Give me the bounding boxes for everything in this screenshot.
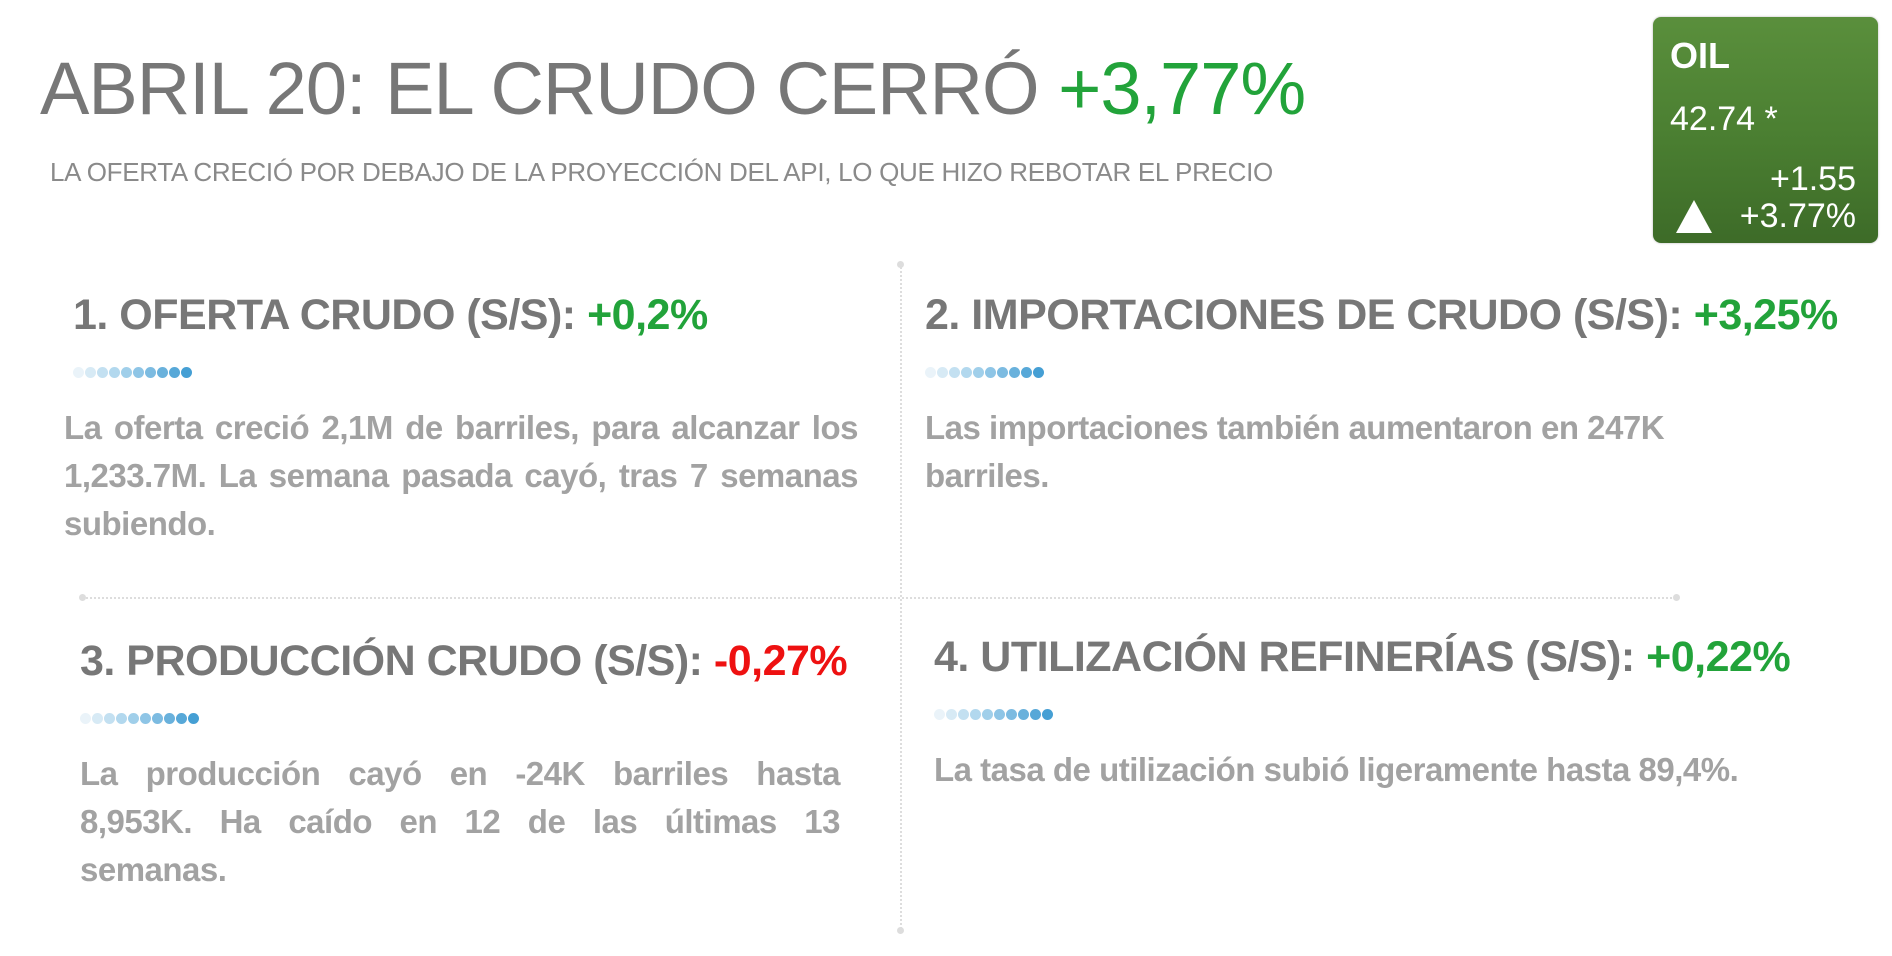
triangle-up-icon <box>1676 200 1712 233</box>
dot <box>934 709 945 720</box>
dot <box>1033 367 1044 378</box>
section-heading: 2. IMPORTACIONES DE CRUDO (S/S): +3,25% <box>925 291 1838 339</box>
dot <box>982 709 993 720</box>
divider-end-dot <box>1673 594 1680 601</box>
page-subtitle: LA OFERTA CRECIÓ POR DEBAJO DE LA PROYEC… <box>50 157 1273 187</box>
dot <box>176 713 187 724</box>
divider-end-dot <box>897 927 904 934</box>
section-heading: 4. UTILIZACIÓN REFINERÍAS (S/S): +0,22% <box>934 633 1791 681</box>
dots-divider <box>934 709 1754 720</box>
section-value: -0,27% <box>713 637 848 685</box>
dot <box>1021 367 1032 378</box>
section-produccion: 3. PRODUCCIÓN CRUDO (S/S): -0,27% La pro… <box>80 637 848 894</box>
dot <box>925 367 936 378</box>
dot <box>1009 367 1020 378</box>
dots-divider <box>80 713 840 724</box>
heading-label: 3. PRODUCCIÓN CRUDO (S/S): <box>80 637 703 685</box>
dot <box>973 367 984 378</box>
dot <box>121 367 132 378</box>
section-heading: 3. PRODUCCIÓN CRUDO (S/S): -0,27% <box>80 637 848 685</box>
dot <box>994 709 1005 720</box>
dot <box>946 709 957 720</box>
section-body: Las importaciones también aumentaron en … <box>925 409 1665 494</box>
heading-label: 4. UTILIZACIÓN REFINERÍAS (S/S): <box>934 633 1635 681</box>
dot <box>97 367 108 378</box>
section-utilizacion: 4. UTILIZACIÓN REFINERÍAS (S/S): +0,22% … <box>934 633 1791 794</box>
title-text: ABRIL 20: EL CRUDO CERRÓ <box>40 47 1040 130</box>
ticker-symbol: OIL <box>1670 35 1730 76</box>
dot <box>937 367 948 378</box>
divider-end-dot <box>897 261 904 268</box>
section-heading: 1. OFERTA CRUDO (S/S): +0,2% <box>73 294 858 337</box>
dot <box>181 367 192 378</box>
divider-end-dot <box>79 594 86 601</box>
dots-divider <box>925 367 1765 378</box>
dots-divider <box>73 367 858 378</box>
section-value: +0,2% <box>587 291 708 339</box>
dot <box>970 709 981 720</box>
section-body: La producción cayó en -24K barriles hast… <box>80 755 841 888</box>
dot <box>104 713 115 724</box>
dot <box>92 713 103 724</box>
ticker-change-pct: +3.77% <box>1739 197 1856 235</box>
dot <box>1042 709 1053 720</box>
dot <box>85 367 96 378</box>
dot <box>152 713 163 724</box>
dot <box>961 367 972 378</box>
dot <box>145 367 156 378</box>
dot <box>109 367 120 378</box>
dot <box>949 367 960 378</box>
dot <box>1018 709 1029 720</box>
title-change: +3,77% <box>1058 47 1306 130</box>
page-title: ABRIL 20: EL CRUDO CERRÓ +3,77% <box>40 52 1306 126</box>
ticker-change: +1.55 <box>1769 160 1856 198</box>
dot <box>133 367 144 378</box>
dot <box>157 367 168 378</box>
section-oferta: 1. OFERTA CRUDO (S/S): +0,2% La oferta c… <box>64 294 859 548</box>
oil-ticker-card: OIL 42.74 * +1.55 +3.77% <box>1653 17 1878 243</box>
section-value: +0,22% <box>1646 633 1791 681</box>
section-value: +3,25% <box>1693 291 1839 339</box>
section-body: La oferta creció 2,1M de barriles, para … <box>64 409 859 542</box>
heading-label: 1. OFERTA CRUDO (S/S): <box>73 291 576 339</box>
section-importaciones: 2. IMPORTACIONES DE CRUDO (S/S): +3,25% … <box>925 291 1838 500</box>
dot <box>188 713 199 724</box>
heading-label: 2. IMPORTACIONES DE CRUDO (S/S): <box>925 291 1683 339</box>
dot <box>958 709 969 720</box>
dot <box>80 713 91 724</box>
dot <box>164 713 175 724</box>
dot <box>73 367 84 378</box>
dot <box>1006 709 1017 720</box>
ticker-price: 42.74 * <box>1670 100 1778 138</box>
dot <box>128 713 139 724</box>
dot <box>140 713 151 724</box>
dot <box>169 367 180 378</box>
dot <box>985 367 996 378</box>
dot <box>997 367 1008 378</box>
section-body: La tasa de utilización subió ligeramente… <box>934 751 1739 788</box>
dot <box>116 713 127 724</box>
horizontal-divider <box>82 597 1676 599</box>
dot <box>1030 709 1041 720</box>
